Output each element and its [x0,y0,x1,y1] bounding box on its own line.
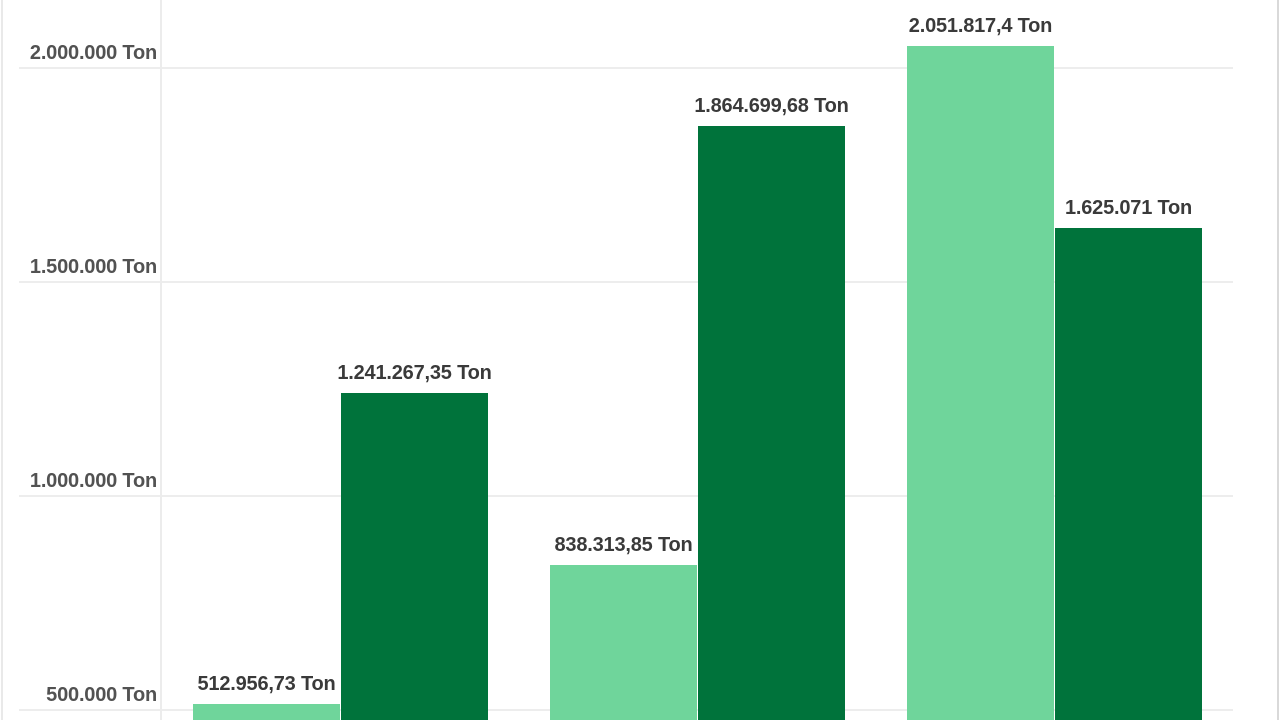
y-axis-tick-label: 1.000.000 Ton [29,470,157,492]
bar-dark-green-group-3[interactable] [1055,228,1202,720]
bar-light-green-group-2[interactable] [550,565,697,720]
grid-line [19,495,1233,497]
bar-light-green-group-1[interactable] [193,704,340,720]
bar-light-green-group-3[interactable] [907,46,1054,720]
bar-value-label: 1.864.699,68 Ton [694,95,849,117]
y-axis-tick-label: 1.500.000 Ton [29,256,157,278]
y-axis-line [160,0,162,720]
grid-line [19,67,1233,69]
bar-dark-green-group-1[interactable] [341,393,488,720]
bar-value-label: 512.956,73 Ton [197,673,336,695]
y-axis-tick-label: 500.000 Ton [46,684,157,706]
card-left-border [1,0,3,720]
bar-value-label: 838.313,85 Ton [554,534,693,556]
grid-line [19,281,1233,283]
bar-dark-green-group-2[interactable] [698,126,845,720]
bar-value-label: 1.625.071 Ton [1064,197,1193,219]
bar-value-label: 1.241.267,35 Ton [337,362,492,384]
card-right-border [1277,0,1279,720]
y-axis-tick-label: 2.000.000 Ton [29,42,157,64]
bar-value-label: 2.051.817,4 Ton [908,15,1053,37]
